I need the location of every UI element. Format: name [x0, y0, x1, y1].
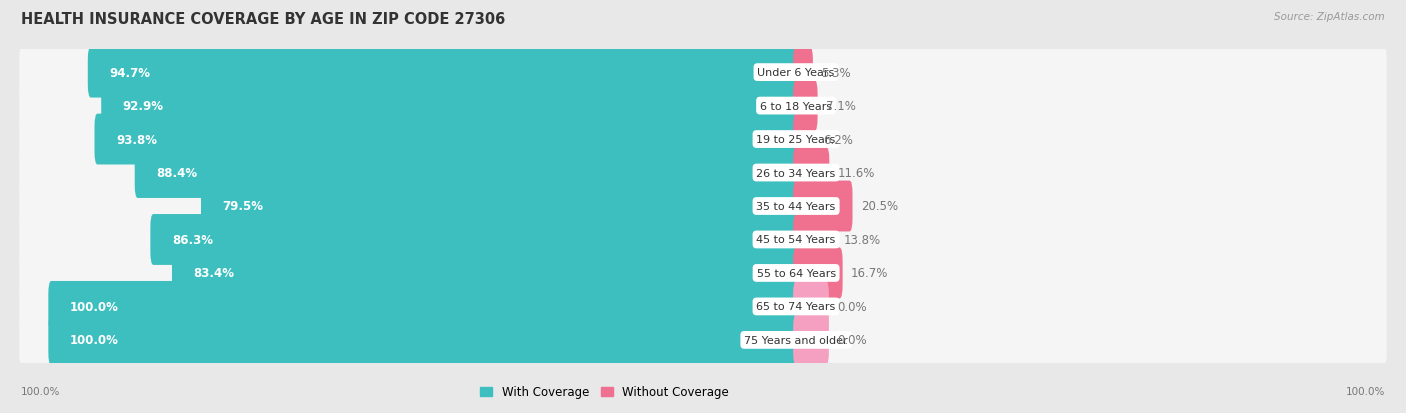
FancyBboxPatch shape [172, 248, 799, 299]
Text: 94.7%: 94.7% [110, 66, 150, 79]
Text: 92.9%: 92.9% [122, 100, 165, 113]
FancyBboxPatch shape [135, 148, 799, 199]
Text: 16.7%: 16.7% [851, 267, 889, 280]
FancyBboxPatch shape [20, 116, 1386, 164]
FancyBboxPatch shape [20, 183, 1386, 230]
FancyBboxPatch shape [793, 114, 815, 165]
Text: 55 to 64 Years: 55 to 64 Years [756, 268, 835, 278]
FancyBboxPatch shape [20, 49, 1386, 97]
FancyBboxPatch shape [793, 81, 817, 132]
Text: 88.4%: 88.4% [156, 166, 197, 180]
Text: 26 to 34 Years: 26 to 34 Years [756, 168, 835, 178]
Text: 19 to 25 Years: 19 to 25 Years [756, 135, 835, 145]
Text: 5.3%: 5.3% [821, 66, 851, 79]
FancyBboxPatch shape [20, 249, 1386, 297]
Text: 11.6%: 11.6% [838, 166, 875, 180]
Text: 0.0%: 0.0% [837, 300, 866, 313]
FancyBboxPatch shape [20, 282, 1386, 331]
Text: 79.5%: 79.5% [222, 200, 263, 213]
Text: 65 to 74 Years: 65 to 74 Years [756, 301, 835, 312]
FancyBboxPatch shape [101, 81, 799, 132]
Legend: With Coverage, Without Coverage: With Coverage, Without Coverage [475, 381, 734, 403]
Text: 100.0%: 100.0% [21, 387, 60, 396]
Text: Source: ZipAtlas.com: Source: ZipAtlas.com [1274, 12, 1385, 22]
Text: Under 6 Years: Under 6 Years [758, 68, 835, 78]
Text: 13.8%: 13.8% [844, 233, 880, 247]
Text: 35 to 44 Years: 35 to 44 Years [756, 202, 835, 211]
FancyBboxPatch shape [87, 47, 799, 98]
Text: 7.1%: 7.1% [825, 100, 856, 113]
FancyBboxPatch shape [94, 114, 799, 165]
FancyBboxPatch shape [150, 214, 799, 265]
Text: 0.0%: 0.0% [837, 334, 866, 347]
Text: 100.0%: 100.0% [1346, 387, 1385, 396]
Text: 75 Years and older: 75 Years and older [744, 335, 848, 345]
Text: 20.5%: 20.5% [860, 200, 898, 213]
Text: 83.4%: 83.4% [194, 267, 235, 280]
Text: 100.0%: 100.0% [70, 334, 118, 347]
Text: 93.8%: 93.8% [117, 133, 157, 146]
FancyBboxPatch shape [793, 47, 813, 98]
FancyBboxPatch shape [793, 315, 830, 366]
FancyBboxPatch shape [20, 149, 1386, 197]
FancyBboxPatch shape [48, 315, 799, 366]
FancyBboxPatch shape [793, 148, 830, 199]
FancyBboxPatch shape [20, 82, 1386, 131]
Text: 6 to 18 Years: 6 to 18 Years [761, 101, 832, 112]
FancyBboxPatch shape [793, 181, 852, 232]
Text: HEALTH INSURANCE COVERAGE BY AGE IN ZIP CODE 27306: HEALTH INSURANCE COVERAGE BY AGE IN ZIP … [21, 12, 505, 27]
FancyBboxPatch shape [48, 281, 799, 332]
FancyBboxPatch shape [201, 181, 799, 232]
FancyBboxPatch shape [20, 216, 1386, 264]
Text: 86.3%: 86.3% [172, 233, 212, 247]
Text: 6.2%: 6.2% [824, 133, 853, 146]
FancyBboxPatch shape [793, 214, 835, 265]
Text: 45 to 54 Years: 45 to 54 Years [756, 235, 835, 245]
Text: 100.0%: 100.0% [70, 300, 118, 313]
FancyBboxPatch shape [793, 281, 830, 332]
FancyBboxPatch shape [793, 248, 842, 299]
FancyBboxPatch shape [20, 316, 1386, 364]
